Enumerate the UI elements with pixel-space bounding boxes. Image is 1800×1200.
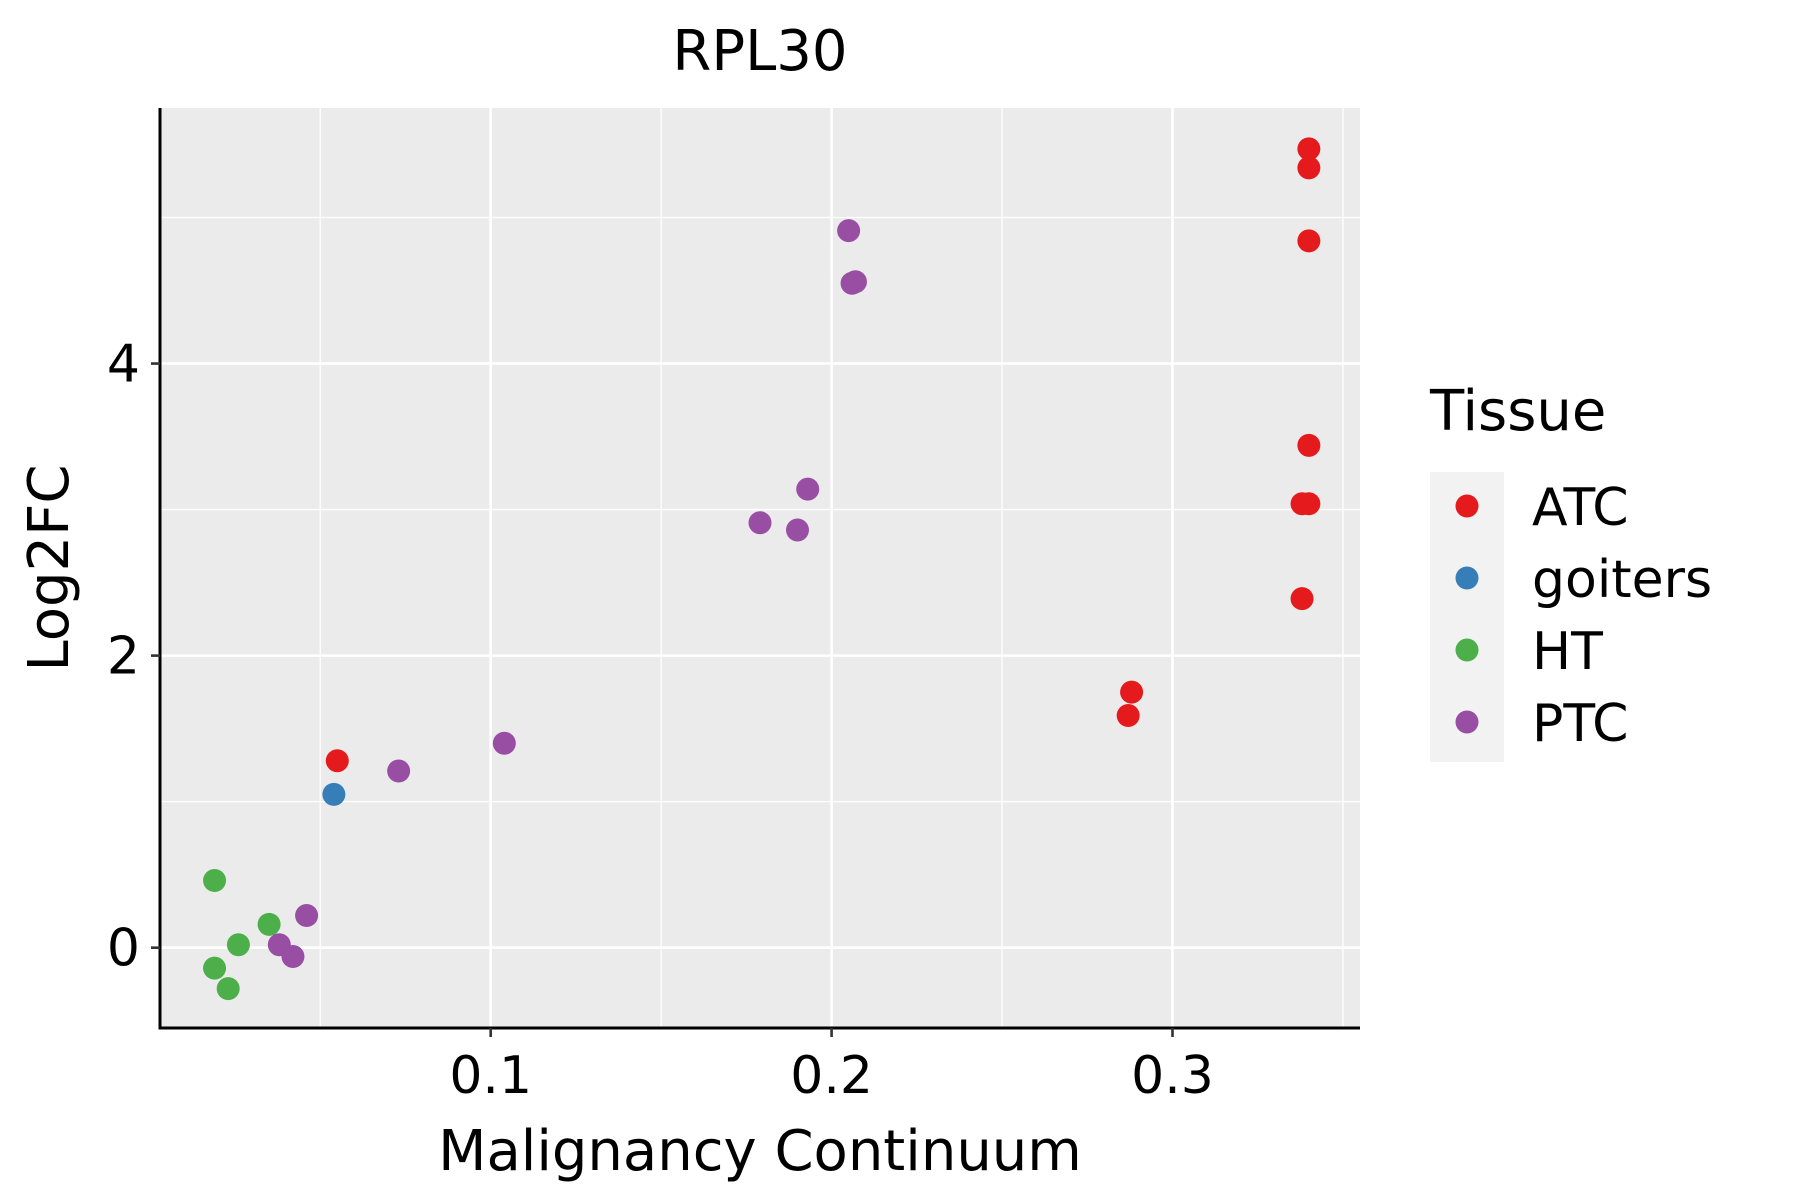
y-axis-title: Log2FC: [17, 465, 82, 672]
data-point-atc: [325, 749, 349, 773]
minor-gridlines: [160, 108, 1360, 1028]
legend-label-atc: ATC: [1532, 478, 1629, 538]
data-point-ptc: [281, 944, 305, 968]
data-point-ht: [226, 933, 250, 957]
x-axis-title: Malignancy Continuum: [438, 1119, 1082, 1184]
chart-title: RPL30: [672, 19, 847, 84]
data-point-atc: [1297, 492, 1321, 516]
data-point-atc: [1116, 703, 1140, 727]
data-point-ptc: [295, 904, 319, 928]
legend-label-ht: HT: [1532, 622, 1603, 682]
data-point-ptc: [786, 518, 809, 542]
data-point-atc: [1297, 137, 1321, 161]
legend-label-goiters: goiters: [1532, 550, 1712, 610]
data-point-atc: [1297, 433, 1321, 457]
legend-key-ht: [1455, 638, 1479, 662]
data-point-ht: [203, 869, 227, 893]
data-point-atc: [1120, 680, 1144, 704]
legend-items: ATC goiters HT PTC: [1455, 478, 1712, 754]
x-axis-ticks: 0.1 0.2 0.3: [449, 1028, 1214, 1106]
data-point-atc: [1290, 587, 1314, 611]
data-point-ptc: [387, 759, 411, 783]
data-point-ptc: [837, 219, 861, 243]
x-tick-label: 0.1: [449, 1046, 532, 1106]
y-axis-ticks: 0 2 4: [107, 335, 160, 979]
data-point-ptc: [492, 731, 516, 755]
data-point-ptc: [796, 477, 820, 501]
major-gridlines: [160, 108, 1360, 1028]
legend-key-ptc: [1455, 710, 1479, 734]
x-tick-label: 0.2: [790, 1046, 873, 1106]
data-point-goiters: [322, 782, 346, 806]
x-tick-label: 0.3: [1131, 1046, 1214, 1106]
data-point-ht: [257, 912, 281, 936]
data-point-ht: [216, 977, 240, 1001]
data-point-atc: [1297, 156, 1321, 180]
data-point-ht: [203, 956, 227, 980]
legend-key-atc: [1455, 494, 1479, 518]
data-point-ptc: [840, 271, 864, 295]
y-tick-label: 0: [107, 919, 140, 979]
data-points: [203, 137, 1321, 1001]
y-tick-label: 4: [107, 335, 140, 395]
legend: Tissue ATC goiters HT PTC: [1429, 379, 1712, 762]
legend-key-goiters: [1455, 566, 1479, 590]
legend-label-ptc: PTC: [1532, 694, 1628, 754]
y-tick-label: 2: [107, 627, 140, 687]
data-point-atc: [1297, 229, 1321, 253]
legend-title: Tissue: [1429, 379, 1606, 444]
plot-panel: [160, 108, 1360, 1028]
data-point-ptc: [748, 511, 772, 535]
